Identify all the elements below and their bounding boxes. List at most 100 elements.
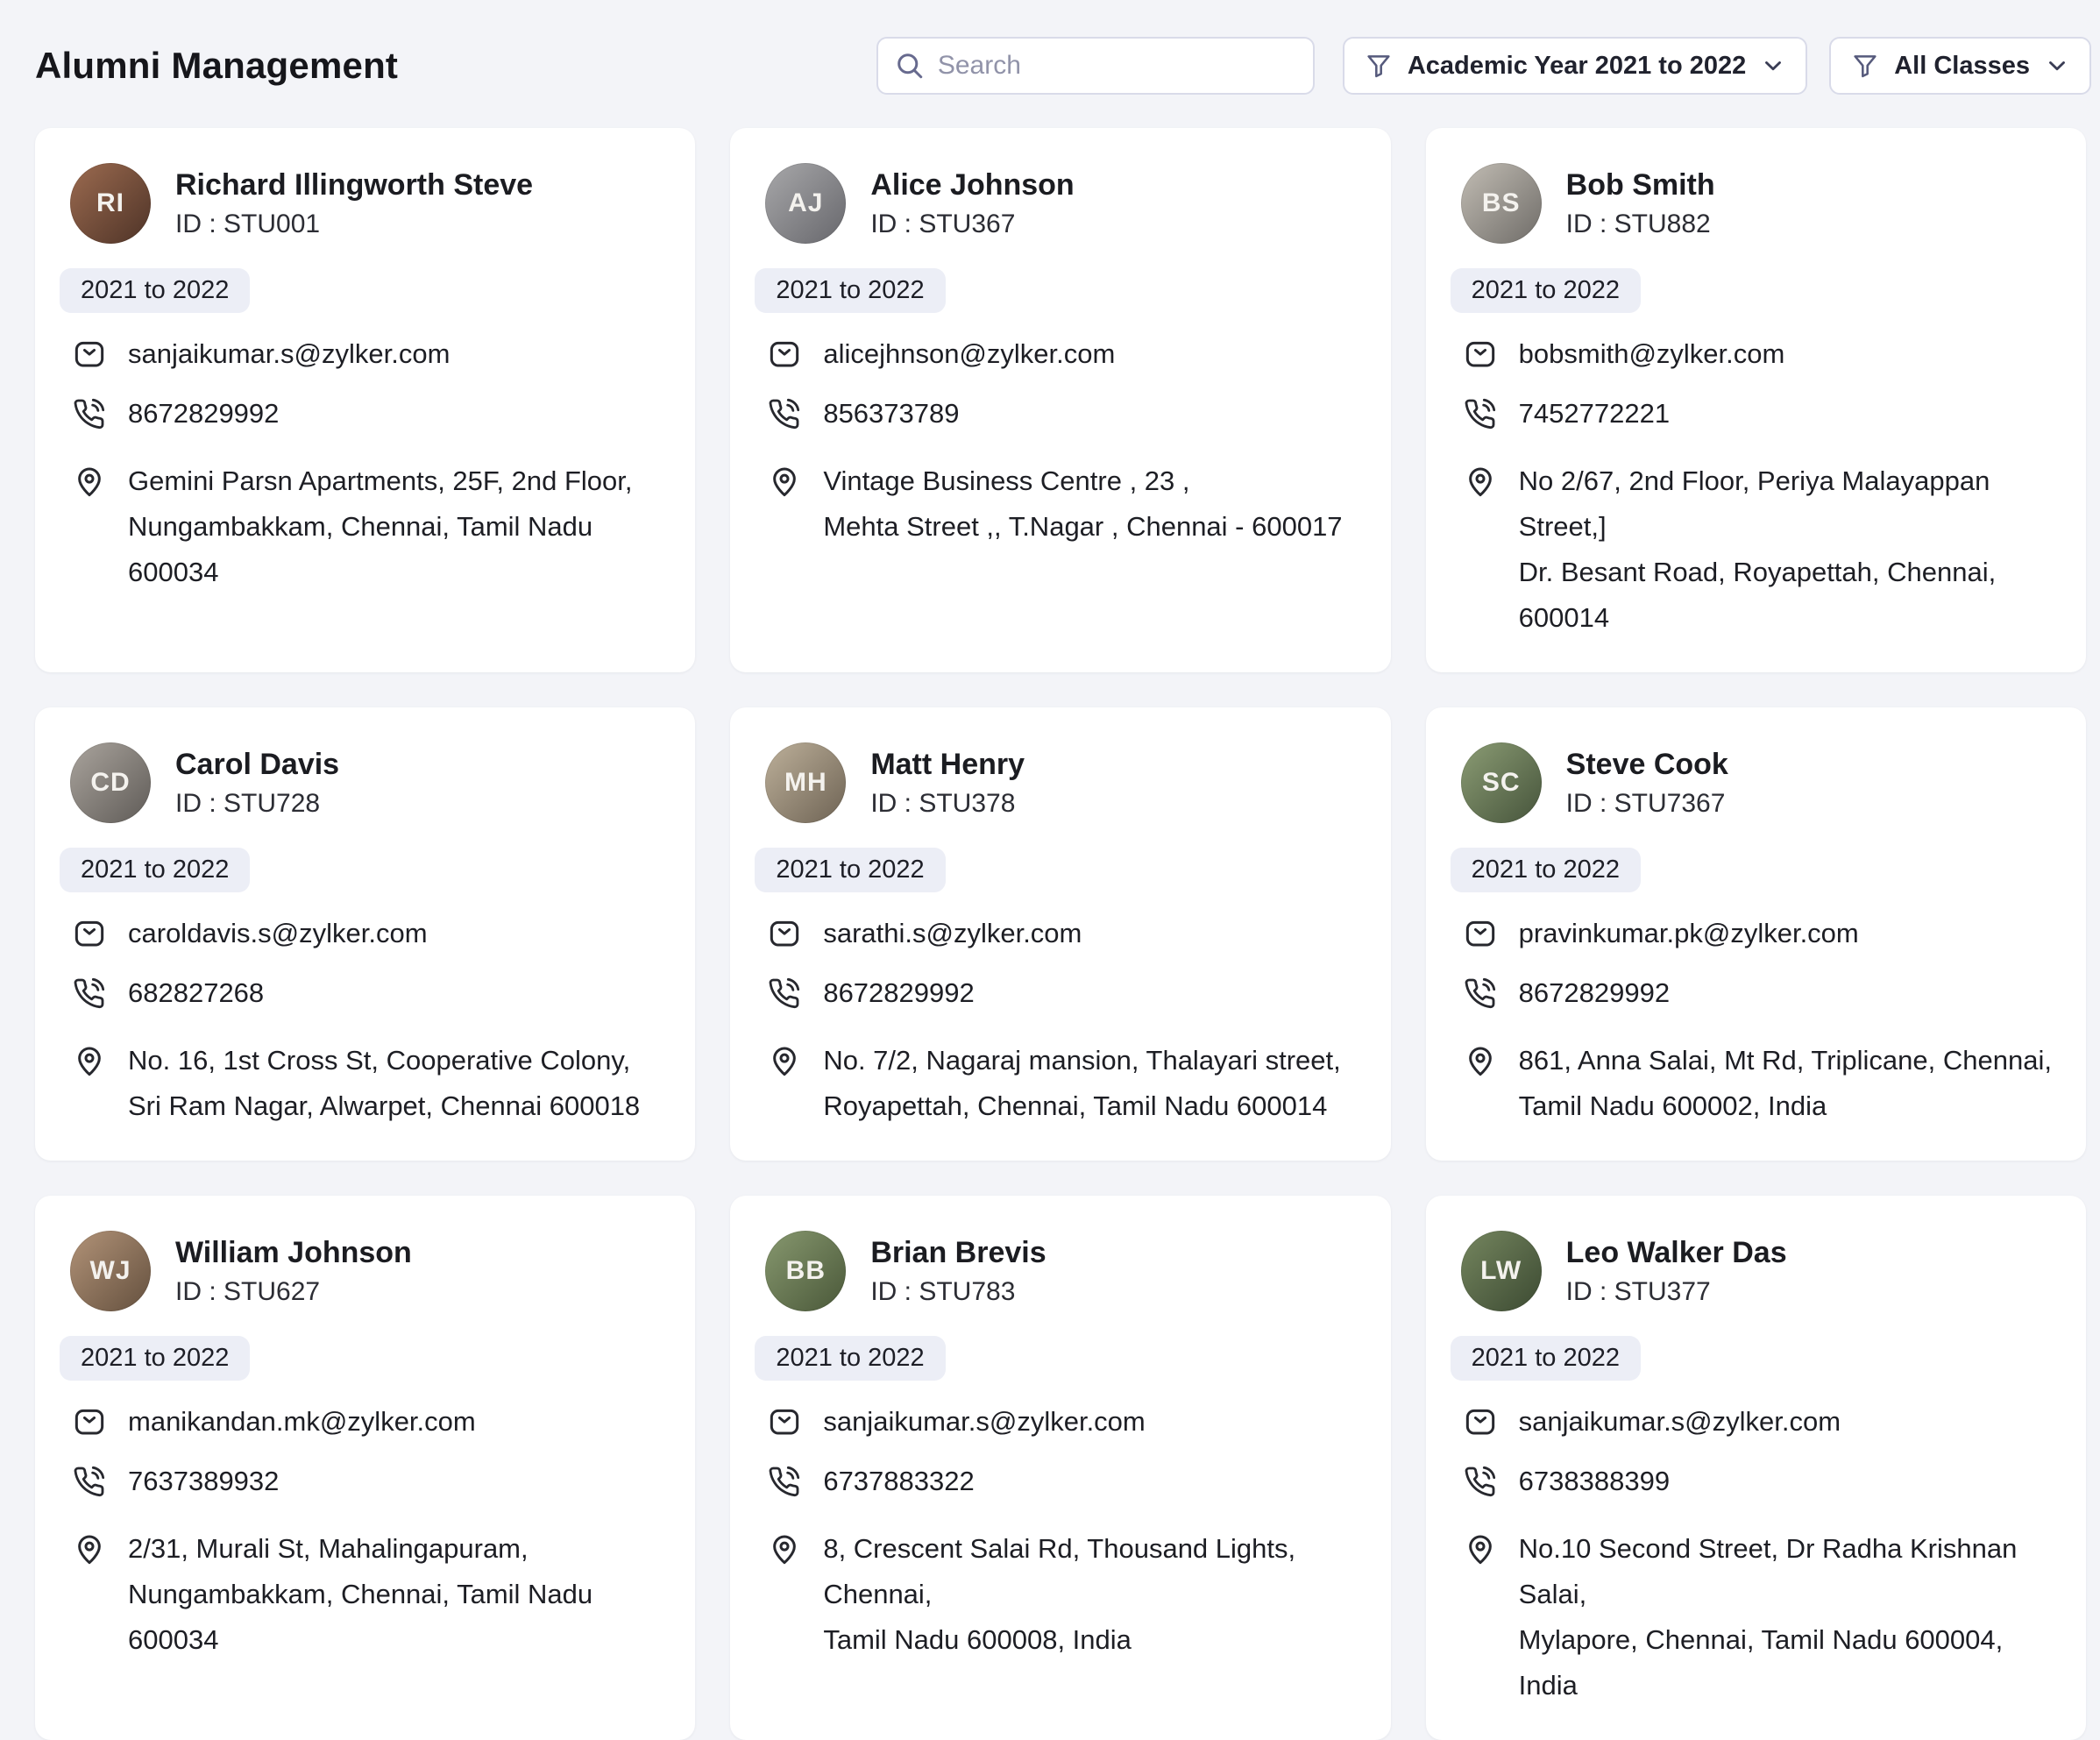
address-row: 2/31, Murali St, Mahalingapuram, Nungamba… <box>60 1526 667 1663</box>
email-row: caroldavis.s@zylker.com <box>60 915 667 952</box>
address-line1: No 2/67, 2nd Floor, Periya Malayappan St… <box>1518 465 1990 542</box>
phone-icon <box>72 1464 107 1499</box>
avatar-initials: RI <box>96 188 124 217</box>
alumni-card[interactable]: RI Richard Illingworth Steve ID : STU001… <box>35 128 696 672</box>
phone-icon <box>72 396 107 431</box>
envelope-icon <box>1463 337 1498 372</box>
avatar: RI <box>70 163 151 244</box>
alumnus-name: Richard Illingworth Steve <box>175 167 534 202</box>
phone-icon <box>767 976 802 1011</box>
card-header: RI Richard Illingworth Steve ID : STU001 <box>60 163 667 244</box>
envelope-icon <box>767 337 802 372</box>
card-header: MH Matt Henry ID : STU378 <box>755 742 1362 823</box>
envelope-icon <box>72 916 107 951</box>
filter-all-classes[interactable]: All Classes <box>1829 37 2091 95</box>
avatar: CD <box>70 742 151 823</box>
email-row: sanjaikumar.s@zylker.com <box>1451 1403 2058 1440</box>
location-pin-icon <box>72 464 107 499</box>
phone-row: 8672829992 <box>1451 975 2058 1012</box>
phone-value: 6738388399 <box>1518 1465 1671 1496</box>
phone-row: 6738388399 <box>1451 1463 2058 1500</box>
alumnus-name: Matt Henry <box>870 747 1025 781</box>
address-row: 8, Crescent Salai Rd, Thousand Lights, C… <box>755 1526 1362 1663</box>
address-line1: No. 7/2, Nagaraj mansion, Thalayari stre… <box>823 1044 1341 1076</box>
search-box[interactable] <box>876 37 1315 95</box>
address-line2: Tamil Nadu 600008, India <box>823 1623 1132 1655</box>
address-line2: Tamil Nadu 600002, India <box>1518 1090 1827 1121</box>
phone-icon <box>72 976 107 1011</box>
phone-value: 856373789 <box>823 397 960 429</box>
envelope-icon <box>1463 916 1498 951</box>
envelope-icon <box>1463 1404 1498 1439</box>
email-value: manikandan.mk@zylker.com <box>128 1406 476 1437</box>
phone-value: 7637389932 <box>128 1465 280 1496</box>
academic-year-badge: 2021 to 2022 <box>755 268 946 313</box>
alumnus-name: Steve Cook <box>1565 747 1728 781</box>
filter-all-classes-label: All Classes <box>1894 51 2030 80</box>
address-line2: Nungambakkam, Chennai, Tamil Nadu 600034 <box>128 1578 593 1655</box>
location-pin-icon <box>767 1531 802 1566</box>
phone-icon <box>1463 1464 1498 1499</box>
address-line1: No. 16, 1st Cross St, Cooperative Colony… <box>128 1044 631 1076</box>
email-value: bobsmith@zylker.com <box>1518 338 1785 369</box>
address-row: 861, Anna Salai, Mt Rd, Triplicane, Chen… <box>1451 1038 2058 1129</box>
avatar-initials: BS <box>1481 188 1521 217</box>
filter-academic-year[interactable]: Academic Year 2021 to 2022 <box>1342 37 1808 95</box>
search-input[interactable] <box>937 51 1297 81</box>
alumni-card[interactable]: WJ William Johnson ID : STU627 2021 to 2… <box>35 1196 696 1740</box>
alumni-card[interactable]: BB Brian Brevis ID : STU783 2021 to 2022… <box>730 1196 1391 1740</box>
email-value: sanjaikumar.s@zylker.com <box>1518 1406 1841 1437</box>
location-pin-icon <box>72 1043 107 1078</box>
address-line2: Dr. Besant Road, Royapettah, Chennai, 60… <box>1518 556 1997 633</box>
email-value: sanjaikumar.s@zylker.com <box>823 1406 1146 1437</box>
address-line1: Vintage Business Centre , 23 , <box>823 465 1190 496</box>
phone-value: 8672829992 <box>1518 977 1671 1008</box>
academic-year-badge: 2021 to 2022 <box>1450 1336 1641 1381</box>
address-value: 861, Anna Salai, Mt Rd, Triplicane, Chen… <box>1519 1038 2052 1129</box>
alumni-card[interactable]: SC Steve Cook ID : STU7367 2021 to 2022 … <box>1425 707 2086 1161</box>
phone-row: 7637389932 <box>60 1463 667 1500</box>
phone-value: 682827268 <box>128 977 265 1008</box>
address-value: 8, Crescent Salai Rd, Thousand Lights, C… <box>823 1526 1362 1663</box>
envelope-icon <box>767 916 802 951</box>
email-value: caroldavis.s@zylker.com <box>128 918 428 948</box>
phone-row: 856373789 <box>755 395 1362 432</box>
address-value: 2/31, Murali St, Mahalingapuram, Nungamba… <box>128 1526 667 1663</box>
alumni-card[interactable]: BS Bob Smith ID : STU882 2021 to 2022 bo… <box>1425 128 2086 672</box>
address-row: No. 16, 1st Cross St, Cooperative Colony… <box>60 1038 667 1129</box>
email-row: alicejhnson@zylker.com <box>755 336 1362 373</box>
alumni-card[interactable]: MH Matt Henry ID : STU378 2021 to 2022 s… <box>730 707 1391 1161</box>
address-line2: Mylapore, Chennai, Tamil Nadu 600004, In… <box>1518 1623 2004 1701</box>
address-row: No 2/67, 2nd Floor, Periya Malayappan St… <box>1451 458 2058 641</box>
academic-year-badge: 2021 to 2022 <box>60 268 251 313</box>
alumnus-id: ID : STU7367 <box>1565 788 1726 818</box>
envelope-icon <box>72 337 107 372</box>
card-header: SC Steve Cook ID : STU7367 <box>1451 742 2058 823</box>
alumni-card[interactable]: AJ Alice Johnson ID : STU367 2021 to 202… <box>730 128 1391 672</box>
email-value: sanjaikumar.s@zylker.com <box>128 338 451 369</box>
avatar-initials: MH <box>784 768 827 797</box>
phone-icon <box>767 396 802 431</box>
email-row: pravinkumar.pk@zylker.com <box>1451 915 2058 952</box>
email-row: bobsmith@zylker.com <box>1451 336 2058 373</box>
location-pin-icon <box>1463 1043 1498 1078</box>
avatar: BB <box>765 1231 847 1311</box>
avatar-initials: LW <box>1480 1256 1522 1285</box>
alumni-card[interactable]: CD Carol Davis ID : STU728 2021 to 2022 … <box>35 707 696 1161</box>
chevron-down-icon <box>2044 53 2070 79</box>
avatar-initials: AJ <box>788 188 824 217</box>
alumni-card[interactable]: LW Leo Walker Das ID : STU377 2021 to 20… <box>1425 1196 2086 1740</box>
address-row: Vintage Business Centre , 23 , Mehta Stre… <box>755 458 1362 550</box>
avatar-initials: WJ <box>89 1256 131 1285</box>
card-header: BB Brian Brevis ID : STU783 <box>755 1231 1362 1311</box>
email-value: alicejhnson@zylker.com <box>823 338 1116 369</box>
address-value: Gemini Parsn Apartments, 25F, 2nd Floor,… <box>128 458 667 595</box>
card-header: AJ Alice Johnson ID : STU367 <box>755 163 1362 244</box>
phone-value: 8672829992 <box>128 397 280 429</box>
address-line2: Mehta Street ,, T.Nagar , Chennai - 6000… <box>823 510 1343 542</box>
email-row: sarathi.s@zylker.com <box>755 915 1362 952</box>
envelope-icon <box>72 1404 107 1439</box>
page-title: Alumni Management <box>35 45 399 86</box>
alumnus-name: William Johnson <box>175 1235 412 1269</box>
alumnus-id: ID : STU728 <box>175 788 321 818</box>
